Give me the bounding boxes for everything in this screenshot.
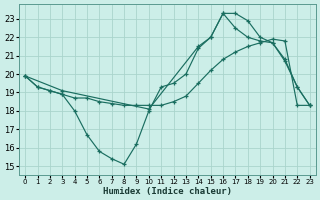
X-axis label: Humidex (Indice chaleur): Humidex (Indice chaleur) (103, 187, 232, 196)
